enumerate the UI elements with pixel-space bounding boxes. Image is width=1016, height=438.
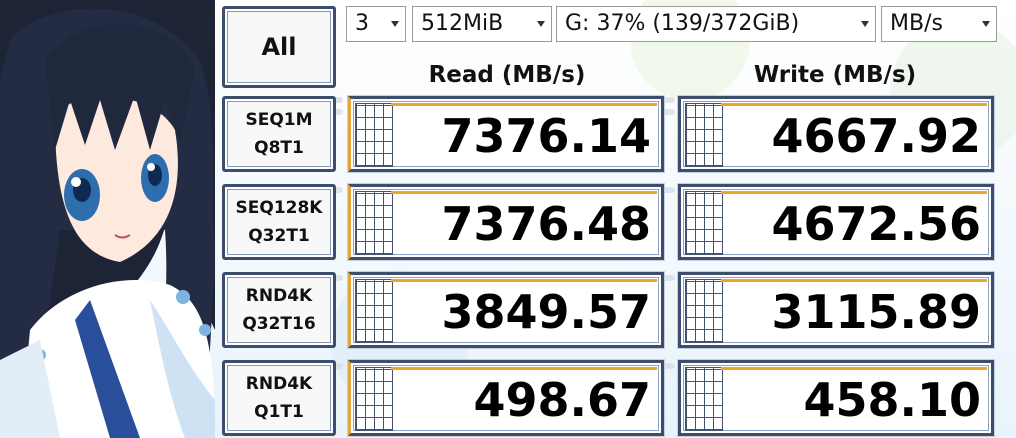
- read-value: 7376.14: [441, 109, 651, 163]
- progress-bar: [721, 367, 987, 370]
- grid-decoration: [685, 191, 723, 255]
- write-result: 4667.92: [678, 96, 994, 172]
- progress-bar: [721, 103, 987, 106]
- grid-decoration: [355, 279, 393, 343]
- count-select[interactable]: 3: [346, 6, 406, 42]
- test-name: RND4K: [245, 286, 313, 306]
- test-button-rnd4k-q32t16[interactable]: RND4K Q32T16: [222, 272, 336, 348]
- test-name: SEQ128K: [235, 198, 323, 218]
- chevron-down-icon: [861, 21, 869, 27]
- test-params: Q32T16: [242, 314, 316, 334]
- test-params: Q8T1: [254, 138, 304, 158]
- write-value: 4667.92: [771, 109, 981, 163]
- test-name: RND4K: [245, 374, 313, 394]
- test-button-seq1m-q8t1[interactable]: SEQ1M Q8T1: [222, 96, 336, 172]
- grid-decoration: [685, 367, 723, 431]
- progress-bar: [391, 367, 657, 370]
- read-value: 498.67: [473, 373, 651, 427]
- test-params: Q1T1: [254, 402, 304, 422]
- write-value: 4672.56: [771, 197, 981, 251]
- test-params: Q32T1: [248, 226, 310, 246]
- size-select-value: 512MiB: [421, 11, 504, 36]
- chevron-down-icon: [982, 21, 990, 27]
- all-button-label: All: [261, 33, 297, 61]
- progress-bar: [721, 191, 987, 194]
- write-value: 458.10: [803, 373, 981, 427]
- all-button[interactable]: All: [222, 6, 336, 88]
- size-select[interactable]: 512MiB: [412, 6, 552, 42]
- write-header: Write (MB/s): [753, 62, 917, 88]
- drive-select[interactable]: G: 37% (139/372GiB): [556, 6, 876, 42]
- write-result: 4672.56: [678, 184, 994, 260]
- read-result: 498.67: [348, 360, 664, 436]
- grid-decoration: [355, 103, 393, 167]
- grid-decoration: [685, 279, 723, 343]
- unit-select-value: MB/s: [890, 11, 943, 36]
- chevron-down-icon: [537, 21, 545, 27]
- count-select-value: 3: [355, 11, 369, 36]
- write-result: 458.10: [678, 360, 994, 436]
- read-result: 7376.14: [348, 96, 664, 172]
- progress-bar: [391, 191, 657, 194]
- read-result: 7376.48: [348, 184, 664, 260]
- test-name: SEQ1M: [245, 110, 313, 130]
- read-value: 3849.57: [441, 285, 651, 339]
- read-value: 7376.48: [441, 197, 651, 251]
- write-value: 3115.89: [771, 285, 981, 339]
- test-button-rnd4k-q1t1[interactable]: RND4K Q1T1: [222, 360, 336, 436]
- progress-bar: [391, 279, 657, 282]
- read-header: Read (MB/s): [428, 62, 586, 88]
- drive-select-value: G: 37% (139/372GiB): [565, 11, 800, 36]
- read-result: 3849.57: [348, 272, 664, 348]
- write-result: 3115.89: [678, 272, 994, 348]
- grid-decoration: [685, 103, 723, 167]
- progress-bar: [391, 103, 657, 106]
- grid-decoration: [355, 367, 393, 431]
- progress-bar: [721, 279, 987, 282]
- chevron-down-icon: [391, 21, 399, 27]
- grid-decoration: [355, 191, 393, 255]
- unit-select[interactable]: MB/s: [881, 6, 997, 42]
- test-button-seq128k-q32t1[interactable]: SEQ128K Q32T1: [222, 184, 336, 260]
